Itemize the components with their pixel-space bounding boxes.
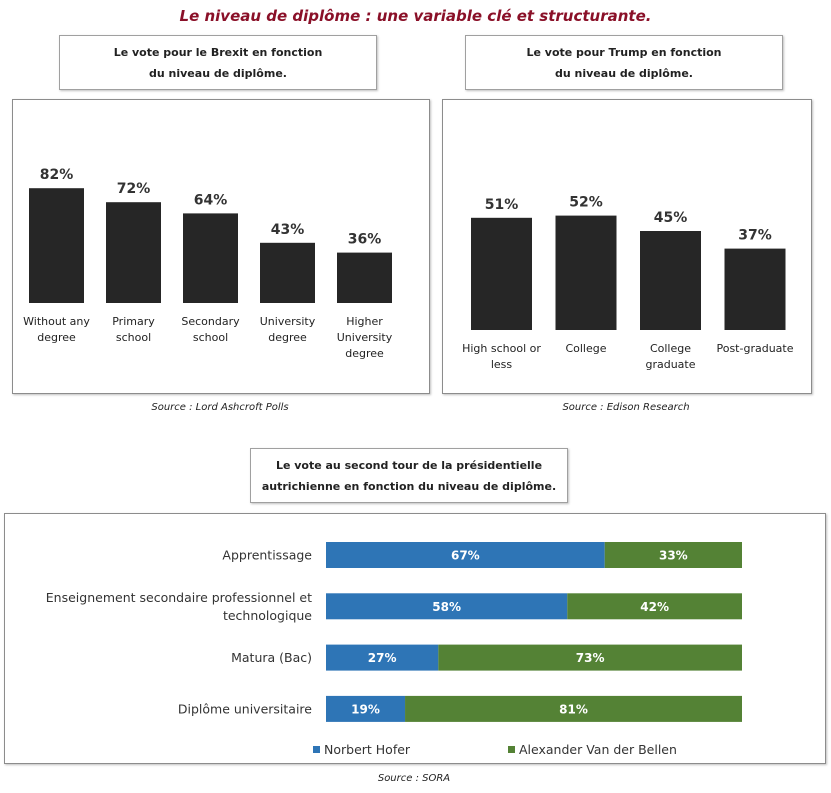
brexit-chart-frame: 82% Without any degree 72% Primary school 64% S… xyxy=(12,99,430,394)
van-der-bellen-bar-segment xyxy=(405,695,742,722)
brexit-category-label: school xyxy=(116,331,151,344)
trump-category-label: College xyxy=(565,342,606,355)
hofer-bar-segment xyxy=(326,542,605,568)
brexit-title-line-1: Le vote pour le Brexit en fonction xyxy=(113,45,323,59)
brexit-category-label: University xyxy=(337,331,393,344)
austria-category-label: Diplôme universitaire xyxy=(178,701,312,716)
brexit-category-label: Higher xyxy=(346,315,383,328)
austria-category-label: Apprentissage xyxy=(222,548,312,563)
trump-bar xyxy=(724,248,786,330)
trump-value-label: 52% xyxy=(569,195,603,211)
brexit-category-label: Secondary xyxy=(181,315,240,328)
van-der-bellen-legend-swatch xyxy=(508,746,515,753)
hofer-value-label: 67% xyxy=(451,549,480,563)
trump-bar xyxy=(555,215,617,330)
brexit-category-label: University xyxy=(260,315,316,328)
van-der-bellen-value-label: 33% xyxy=(659,549,688,563)
trump-category-label: High school or xyxy=(462,342,541,355)
austria-stacked-bar-chart: 67% 33% Apprentissage 58% 42% Enseignement se… xyxy=(46,542,742,757)
trump-bar xyxy=(640,231,701,330)
brexit-chart-title: Le vote pour le Brexit en fonction du ni… xyxy=(59,35,377,90)
brexit-bar-chart: 82% Without any degree 72% Primary school 64% S… xyxy=(23,167,393,360)
trump-title-line-2: du niveau de diplôme. xyxy=(555,66,693,80)
brexit-value-label: 72% xyxy=(117,181,151,197)
brexit-title-line-2: du niveau de diplôme. xyxy=(149,66,287,80)
trump-category-label: graduate xyxy=(645,358,695,371)
trump-category-label: College xyxy=(650,342,691,355)
austria-chart-title: Le vote au second tour de la présidentie… xyxy=(250,448,568,503)
austria-title-line-2: autrichienne en fonction du niveau de di… xyxy=(261,479,557,493)
trump-value-label: 51% xyxy=(485,197,519,213)
trump-chart-title: Le vote pour Trump en fonction du niveau… xyxy=(465,35,783,90)
austria-source: Source : SORA xyxy=(377,773,451,784)
hofer-value-label: 58% xyxy=(432,600,461,614)
trump-value-label: 37% xyxy=(738,228,772,244)
van-der-bellen-bar-segment xyxy=(604,542,742,568)
austria-category-label: Enseignement secondaire professionnel et xyxy=(46,590,312,605)
brexit-bar xyxy=(260,242,315,303)
austria-chart-frame: 67% 33% Apprentissage 58% 42% Enseignement se… xyxy=(4,513,826,764)
brexit-category-label: degree xyxy=(37,331,76,344)
brexit-value-label: 64% xyxy=(194,192,228,208)
brexit-source: Source : Lord Ashcroft Polls xyxy=(151,402,289,413)
trump-source: Source : Edison Research xyxy=(562,402,690,413)
hofer-bar-segment xyxy=(326,695,406,722)
brexit-bar xyxy=(106,202,161,303)
trump-category-label: less xyxy=(491,358,513,371)
brexit-category-label: Primary xyxy=(112,315,155,328)
van-der-bellen-bar-segment xyxy=(438,644,742,671)
trump-value-label: 45% xyxy=(654,210,688,226)
hofer-value-label: 27% xyxy=(368,651,397,665)
hofer-legend-swatch xyxy=(313,746,320,753)
brexit-bar xyxy=(183,213,238,303)
brexit-category-label: Without any xyxy=(23,315,90,328)
van-der-bellen-value-label: 73% xyxy=(576,651,605,665)
hofer-value-label: 19% xyxy=(351,702,380,716)
austria-category-label: Matura (Bac) xyxy=(231,650,312,665)
hofer-bar-segment xyxy=(326,644,439,671)
van-der-bellen-value-label: 81% xyxy=(559,702,588,716)
brexit-value-label: 36% xyxy=(348,232,382,248)
trump-title-line-1: Le vote pour Trump en fonction xyxy=(526,45,722,59)
hofer-bar-segment xyxy=(326,593,568,620)
trump-bar-chart: 51% High school or less 52% College 45% Colleg… xyxy=(462,195,794,371)
van-der-bellen-legend-label: Alexander Van der Bellen xyxy=(519,742,677,757)
brexit-value-label: 43% xyxy=(271,222,305,238)
brexit-bar xyxy=(337,252,392,303)
trump-bar xyxy=(471,217,532,330)
van-der-bellen-value-label: 42% xyxy=(640,600,669,614)
page-title: Le niveau de diplôme : une variable clé … xyxy=(179,7,652,25)
austria-category-label: technologique xyxy=(223,608,312,623)
trump-chart-frame: 51% High school or less 52% College 45% Colleg… xyxy=(442,99,812,394)
brexit-bar xyxy=(29,188,84,303)
brexit-category-label: degree xyxy=(345,347,384,360)
brexit-category-label: degree xyxy=(268,331,307,344)
trump-category-label: Post-graduate xyxy=(716,342,793,355)
brexit-value-label: 82% xyxy=(40,167,74,183)
brexit-category-label: school xyxy=(193,331,228,344)
hofer-legend-label: Norbert Hofer xyxy=(324,742,411,757)
austria-title-line-1: Le vote au second tour de la présidentie… xyxy=(275,458,543,472)
van-der-bellen-bar-segment xyxy=(567,593,742,620)
